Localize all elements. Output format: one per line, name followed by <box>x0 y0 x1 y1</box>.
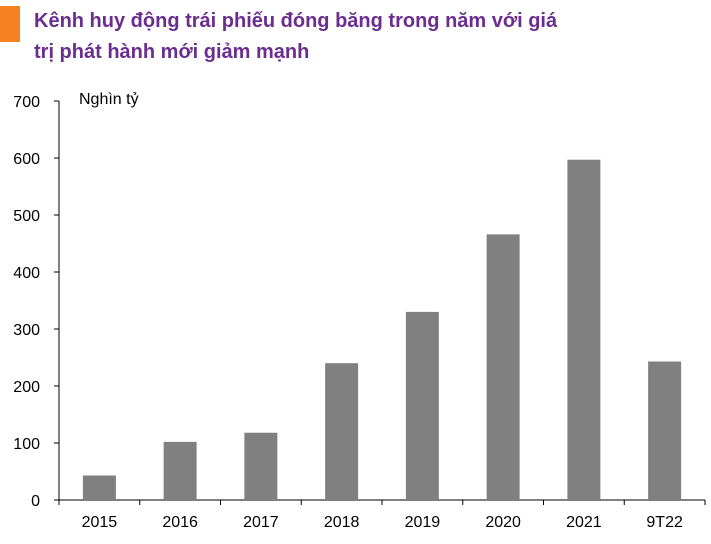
x-tick-label: 2016 <box>162 514 198 531</box>
x-tick-label: 2021 <box>566 514 602 531</box>
y-tick-label: 700 <box>13 94 40 111</box>
y-tick-label: 200 <box>13 379 40 396</box>
x-tick-label: 2015 <box>82 514 118 531</box>
bar-2021 <box>567 159 601 500</box>
bar-2020 <box>486 234 520 500</box>
x-tick-label: 2018 <box>324 514 360 531</box>
x-tick-label: 2019 <box>405 514 441 531</box>
x-tick-label: 2020 <box>485 514 521 531</box>
y-tick-label: 500 <box>13 208 40 225</box>
accent-bar <box>0 6 20 42</box>
bar-2016 <box>163 441 197 500</box>
bars <box>82 159 682 500</box>
x-tick-label: 9T22 <box>646 514 683 531</box>
x-axis: 2015 2016 2017 2018 2019 2020 2021 9T22 <box>58 499 706 531</box>
chart-title-line-1: Kênh huy động trái phiếu đóng băng trong… <box>34 10 558 32</box>
y-tick-label: 0 <box>31 493 40 510</box>
bar-2019 <box>405 311 439 500</box>
bar-2018 <box>325 363 359 500</box>
x-tick-label: 2017 <box>243 514 279 531</box>
y-tick-label: 400 <box>13 265 40 282</box>
chart-title: Kênh huy động trái phiếu đóng băng trong… <box>34 6 694 68</box>
bar-2017 <box>244 432 278 500</box>
unit-label: Nghìn tỷ <box>79 91 139 108</box>
chart-title-line-2: trị phát hành mới giảm mạnh <box>34 41 310 63</box>
y-axis: 0 100 200 300 400 500 600 700 <box>13 94 60 510</box>
bar-9T22 <box>648 361 682 500</box>
y-tick-label: 600 <box>13 151 40 168</box>
bar-2015 <box>82 475 116 500</box>
y-tick-label: 100 <box>13 436 40 453</box>
y-tick-label: 300 <box>13 322 40 339</box>
